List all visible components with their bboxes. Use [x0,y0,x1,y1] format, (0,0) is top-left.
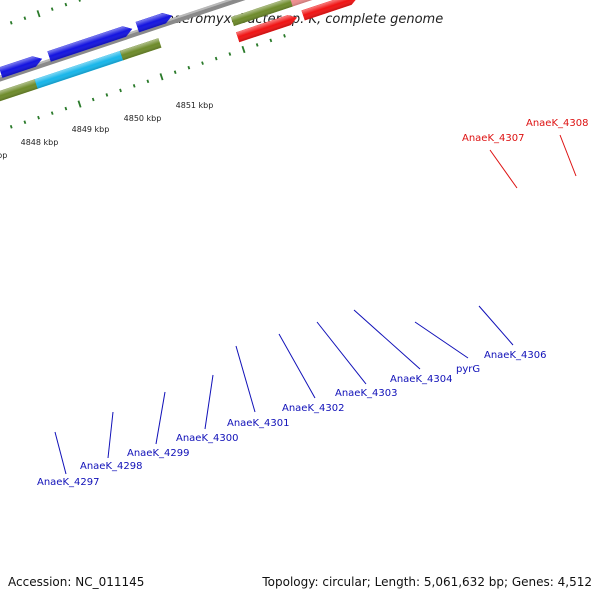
gene-label: AnaeK_4301 [227,418,289,429]
leader-line [478,305,514,346]
leader-line [204,374,214,430]
inner-tick [105,93,109,97]
leader-line [107,411,114,459]
inner-tick [132,84,136,88]
gene-feature-shade [0,79,38,103]
inner-tick [241,45,246,54]
inner-tick [159,73,164,81]
inner-tick [37,115,40,120]
kbp-label: 4851 kbp [176,101,214,110]
kbp-label: 4850 kbp [124,114,162,123]
inner-tick [283,34,286,38]
leader-line [489,149,518,189]
outer-tick [23,16,27,21]
inner-tick [269,38,273,43]
kbp-label: 4848 kbp [21,138,59,147]
inner-tick-track [9,34,286,129]
map-rotated-group: 4841 kbp4842 kbp4843 kbp4844 kbp4845 kbp… [0,0,358,241]
inner-tick [9,124,13,129]
inner-tick [64,106,68,111]
accession-text: Accession: NC_011145 [8,575,144,589]
leader-line [353,309,421,370]
outer-tick [36,10,41,18]
inner-tick [228,52,232,56]
gene-label: AnaeK_4302 [282,403,344,414]
gene-feature-shade [34,51,124,89]
gene-label: AnaeK_4304 [390,374,452,385]
leader-line [278,333,316,399]
gene-label: AnaeK_4307 [462,133,524,144]
gene-label: AnaeK_4308 [526,118,588,129]
gene-label: AnaeK_4306 [484,350,546,361]
gene-feature-shade [301,0,358,21]
outer-tick-track [9,0,81,25]
leader-line [559,134,577,177]
kbp-label: 4849 kbp [72,125,110,134]
kbp-label: 4847 kbp [0,151,7,160]
summary-text: Topology: circular; Length: 5,061,632 bp… [261,575,592,589]
outer-tick [64,2,68,7]
inner-tick [23,120,27,125]
gene-feature-shade [135,13,172,33]
gene-label: AnaeK_4297 [37,477,99,488]
inner-tick [50,111,54,115]
outer-tick [9,20,13,25]
gene-label: AnaeK_4298 [80,461,142,472]
position-labels: 4841 kbp4842 kbp4843 kbp4844 kbp4845 kbp… [0,101,214,160]
gene-labels: AnaeK_4297 AnaeK_4298 AnaeK_4299 AnaeK_4300… [37,118,588,488]
inner-tick [173,70,177,75]
gene-feature-shade [236,15,297,42]
outer-tick [50,7,54,11]
gene-feature-shade [0,56,42,78]
label-leader-lines [54,134,577,475]
gene-feature-shade [231,0,293,26]
inner-tick [201,61,204,65]
gene-label: AnaeK_4300 [176,433,238,444]
inner-tick [91,97,95,102]
leader-line [54,431,67,475]
feature-track [0,0,358,104]
leader-line [414,321,469,359]
inner-tick [187,65,191,70]
inner-tick [119,88,122,93]
leader-line [155,391,166,445]
gene-label: pyrG [456,364,480,375]
leader-line [316,321,367,385]
inner-tick [214,56,218,61]
map-title: Anaeromyxobacter sp. K, complete genome [156,12,443,27]
gene-feature-shade [47,26,132,62]
outer-tick [78,0,81,2]
gene-label: AnaeK_4299 [127,448,189,459]
gene-feature-shade [120,38,162,61]
inner-tick [255,43,259,47]
inner-tick [77,100,82,108]
gene-label: AnaeK_4303 [335,388,397,399]
inner-tick [146,79,150,84]
leader-line [235,345,256,413]
